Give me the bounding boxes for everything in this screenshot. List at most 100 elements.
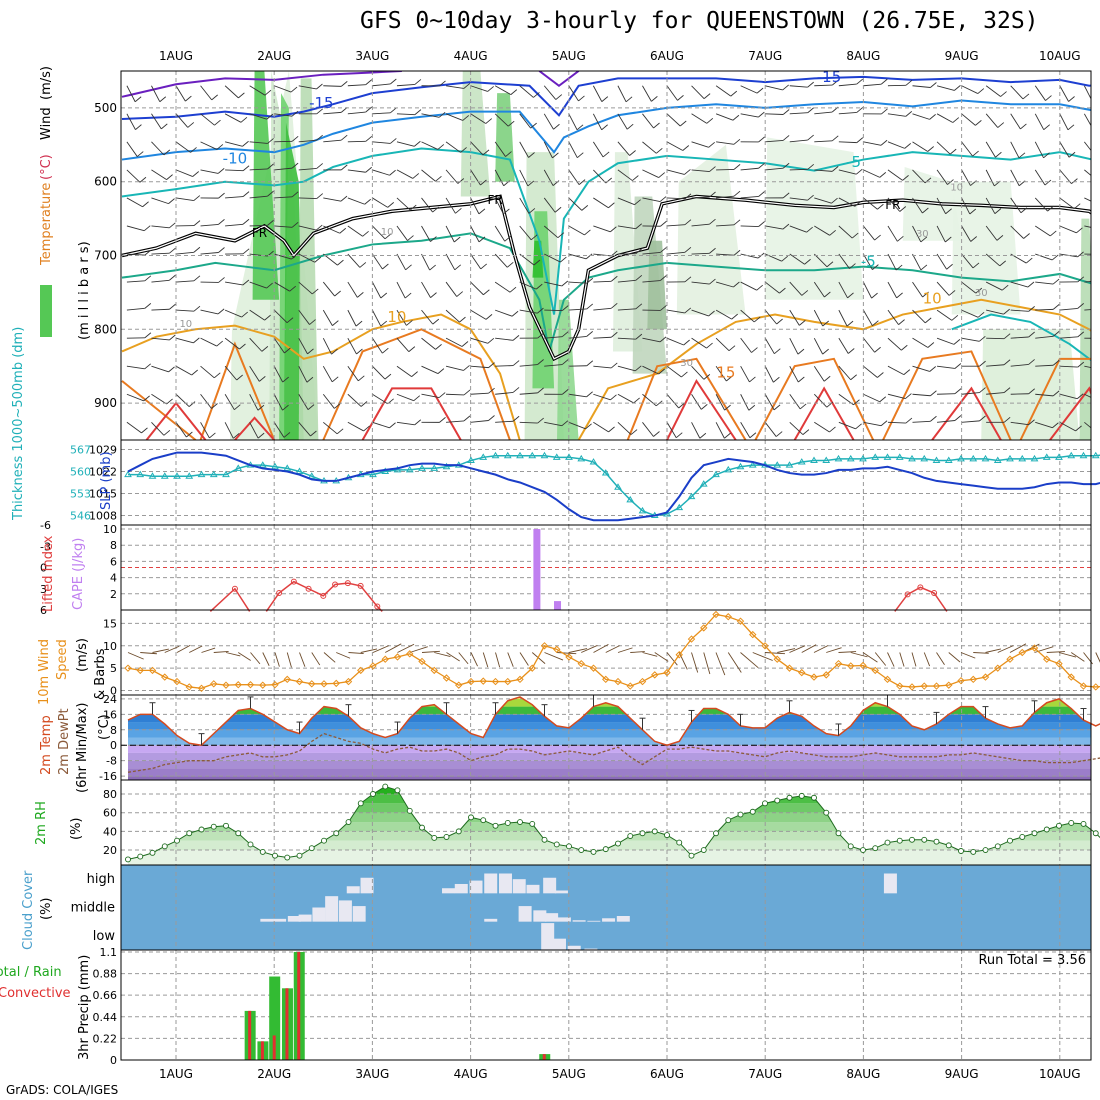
- wind-barb-feather: [267, 219, 274, 226]
- cape-ytick-label: 10: [103, 523, 117, 536]
- thickness-point: [883, 453, 892, 460]
- wind-barb-feather: [242, 218, 250, 225]
- wind-barb: [593, 280, 612, 283]
- wind-barb: [151, 225, 170, 229]
- wind-barb: [986, 337, 1005, 340]
- wind-barb-feather: [190, 147, 197, 153]
- wind-barb-feather: [430, 292, 437, 298]
- wind-barb-feather: [561, 359, 569, 365]
- temp-band: [128, 768, 1091, 777]
- wind-barb: [936, 113, 954, 123]
- wind-barb: [838, 309, 848, 327]
- lifted-index-point: [305, 585, 312, 592]
- wind-barb-surface: [360, 648, 378, 653]
- wind-barb: [347, 393, 362, 407]
- wind-barb-feather: [429, 264, 436, 271]
- wind-barb-feather: [775, 431, 783, 437]
- wind-barb: [322, 309, 333, 326]
- wind-barb-surface: [789, 645, 806, 653]
- wind-speed-point: [589, 664, 598, 672]
- thickness-point: [1030, 454, 1039, 462]
- thickness-point: [589, 458, 598, 465]
- wind-barb-feather: [854, 201, 862, 207]
- wind-barb-surface: [985, 648, 1002, 653]
- 2m-rh-point: [737, 811, 744, 818]
- wind-barb: [1084, 225, 1091, 228]
- wind-barb-feather: [454, 264, 462, 271]
- wind-barb: [814, 421, 830, 433]
- wind-barb-feather: [1003, 308, 1010, 315]
- x-tick-top: 3AUG: [355, 49, 389, 63]
- wind-barb: [396, 393, 414, 402]
- wind-barb-surface: [593, 643, 609, 653]
- wind-barb: [372, 309, 382, 327]
- 2m-rh-point: [896, 837, 903, 844]
- wind-barb: [519, 197, 530, 214]
- wind-barb-surface: [531, 652, 546, 664]
- wind-barb: [936, 309, 953, 321]
- wind-barb-feather: [331, 376, 339, 383]
- wind-barb-feather: [218, 219, 225, 225]
- wind-barb-feather: [901, 344, 908, 351]
- x-tick-top: 7AUG: [748, 49, 782, 63]
- wind-barb: [593, 365, 612, 369]
- 2m-rh-point: [811, 794, 817, 801]
- wind-barb: [666, 85, 678, 101]
- cloud-bar-middle: [545, 913, 559, 922]
- wind-barb-feather: [625, 96, 633, 103]
- thickness-point: [148, 472, 157, 479]
- wind-barb-feather: [970, 236, 978, 242]
- wind-barb-feather: [1028, 388, 1035, 395]
- wind-barb: [543, 85, 557, 100]
- wind-barb: [716, 141, 734, 145]
- wind-barb: [593, 169, 607, 184]
- wind-barb: [961, 392, 980, 395]
- wind-speed-point: [810, 673, 818, 681]
- thick-ytick-label: 560: [70, 465, 91, 478]
- wind-barb-feather: [341, 81, 348, 87]
- wind-barb-feather: [341, 164, 348, 171]
- cloud-bar-middle: [572, 920, 586, 922]
- slp-line: [127, 451, 1100, 522]
- wind-barb: [151, 279, 170, 283]
- cape-ytick-label: 6: [110, 555, 117, 568]
- wind-barb: [396, 365, 412, 377]
- lifted-index-point: [320, 592, 327, 599]
- 2m-rh-point: [1092, 830, 1099, 837]
- lifted-index-point: [276, 590, 283, 596]
- wind-barb-feather: [561, 389, 569, 395]
- thickness-point: [1018, 454, 1027, 462]
- wind-speed-point: [161, 673, 169, 681]
- wind-barb-surface: [568, 648, 588, 653]
- wind-barb-feather: [905, 393, 912, 399]
- wind-barb-feather: [684, 246, 692, 253]
- temp-fill-layer: [128, 696, 1091, 780]
- wind-barb: [494, 225, 506, 242]
- wind-barb-feather: [267, 163, 274, 170]
- wind-barb: [372, 393, 388, 405]
- wind-barb-feather: [731, 313, 738, 320]
- wind-barb-feather: [979, 387, 986, 393]
- wind-barb-feather: [872, 320, 879, 327]
- thickness-point: [491, 451, 500, 459]
- contour-label: 10: [387, 308, 406, 326]
- wind-barb-feather: [435, 344, 442, 350]
- wind-barb: [1035, 281, 1054, 285]
- wind-barb-feather: [920, 236, 928, 243]
- wind-barb: [740, 85, 758, 94]
- 2m-rh-point: [137, 853, 144, 860]
- wind-barb-feather: [849, 263, 856, 269]
- wind-barb: [519, 281, 537, 290]
- wind-barb: [322, 393, 335, 409]
- 2m-rh-point: [553, 841, 560, 848]
- wind-barb-feather: [758, 191, 765, 197]
- wind-barb-feather: [709, 218, 716, 225]
- wind-speed-point: [834, 659, 843, 668]
- wind-barb-feather: [461, 341, 469, 347]
- rh-shading: [460, 71, 491, 197]
- wind-barb-feather: [807, 107, 815, 114]
- wind-barb-feather: [315, 224, 323, 231]
- 2m-rh-point: [455, 828, 462, 835]
- wind-barb-surface: [764, 652, 785, 655]
- cloud-bar-middle: [518, 906, 532, 922]
